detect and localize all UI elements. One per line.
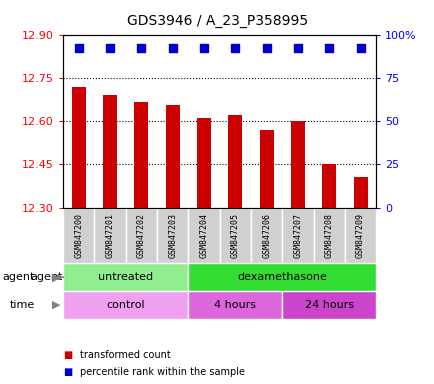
Bar — [63, 208, 94, 263]
Bar — [188, 263, 375, 291]
Text: GSM847208: GSM847208 — [324, 213, 333, 258]
Point — [325, 45, 332, 51]
Text: percentile rank within the sample: percentile rank within the sample — [80, 367, 245, 377]
Point — [231, 45, 238, 51]
Bar — [63, 291, 188, 319]
Bar — [125, 208, 157, 263]
Text: GSM847204: GSM847204 — [199, 213, 208, 258]
Point — [200, 45, 207, 51]
Point — [169, 45, 176, 51]
Bar — [353, 177, 367, 208]
Text: GSM847201: GSM847201 — [105, 213, 114, 258]
Bar — [63, 263, 188, 291]
Point — [75, 45, 82, 51]
Bar — [103, 95, 117, 208]
Text: ▶: ▶ — [52, 300, 61, 310]
Text: GSM847205: GSM847205 — [230, 213, 239, 258]
Point — [263, 45, 270, 51]
Bar — [94, 208, 125, 263]
Text: agent: agent — [31, 272, 63, 282]
Text: control: control — [106, 300, 145, 310]
Bar — [188, 208, 219, 263]
Text: ▶: ▶ — [52, 272, 61, 282]
Text: GSM847203: GSM847203 — [168, 213, 177, 258]
Bar — [228, 115, 242, 208]
Bar — [134, 103, 148, 208]
Text: transformed count: transformed count — [80, 350, 171, 360]
Bar — [188, 291, 282, 319]
Text: GSM847209: GSM847209 — [355, 213, 364, 258]
Text: GSM847206: GSM847206 — [262, 213, 270, 258]
Text: ■: ■ — [63, 367, 72, 377]
Bar — [282, 291, 375, 319]
Bar — [344, 208, 375, 263]
Bar — [282, 208, 313, 263]
Text: agent: agent — [3, 272, 35, 282]
Text: dexamethasone: dexamethasone — [237, 272, 326, 282]
Bar — [290, 121, 304, 208]
Text: GDS3946 / A_23_P358995: GDS3946 / A_23_P358995 — [127, 14, 307, 28]
Text: GSM847202: GSM847202 — [137, 213, 145, 258]
Text: 4 hours: 4 hours — [214, 300, 256, 310]
Bar — [250, 208, 282, 263]
Bar — [313, 208, 344, 263]
Bar — [157, 208, 188, 263]
Point — [106, 45, 113, 51]
Point — [138, 45, 145, 51]
Bar — [165, 105, 179, 208]
Text: GSM847200: GSM847200 — [74, 213, 83, 258]
Bar — [322, 164, 335, 208]
Text: 24 hours: 24 hours — [304, 300, 353, 310]
Point — [356, 45, 363, 51]
Text: untreated: untreated — [98, 272, 153, 282]
Point — [294, 45, 301, 51]
Text: ■: ■ — [63, 350, 72, 360]
Bar — [197, 118, 210, 208]
Text: time: time — [10, 300, 35, 310]
Bar — [72, 86, 85, 208]
Bar — [219, 208, 250, 263]
Text: GSM847207: GSM847207 — [293, 213, 302, 258]
Bar — [259, 130, 273, 208]
